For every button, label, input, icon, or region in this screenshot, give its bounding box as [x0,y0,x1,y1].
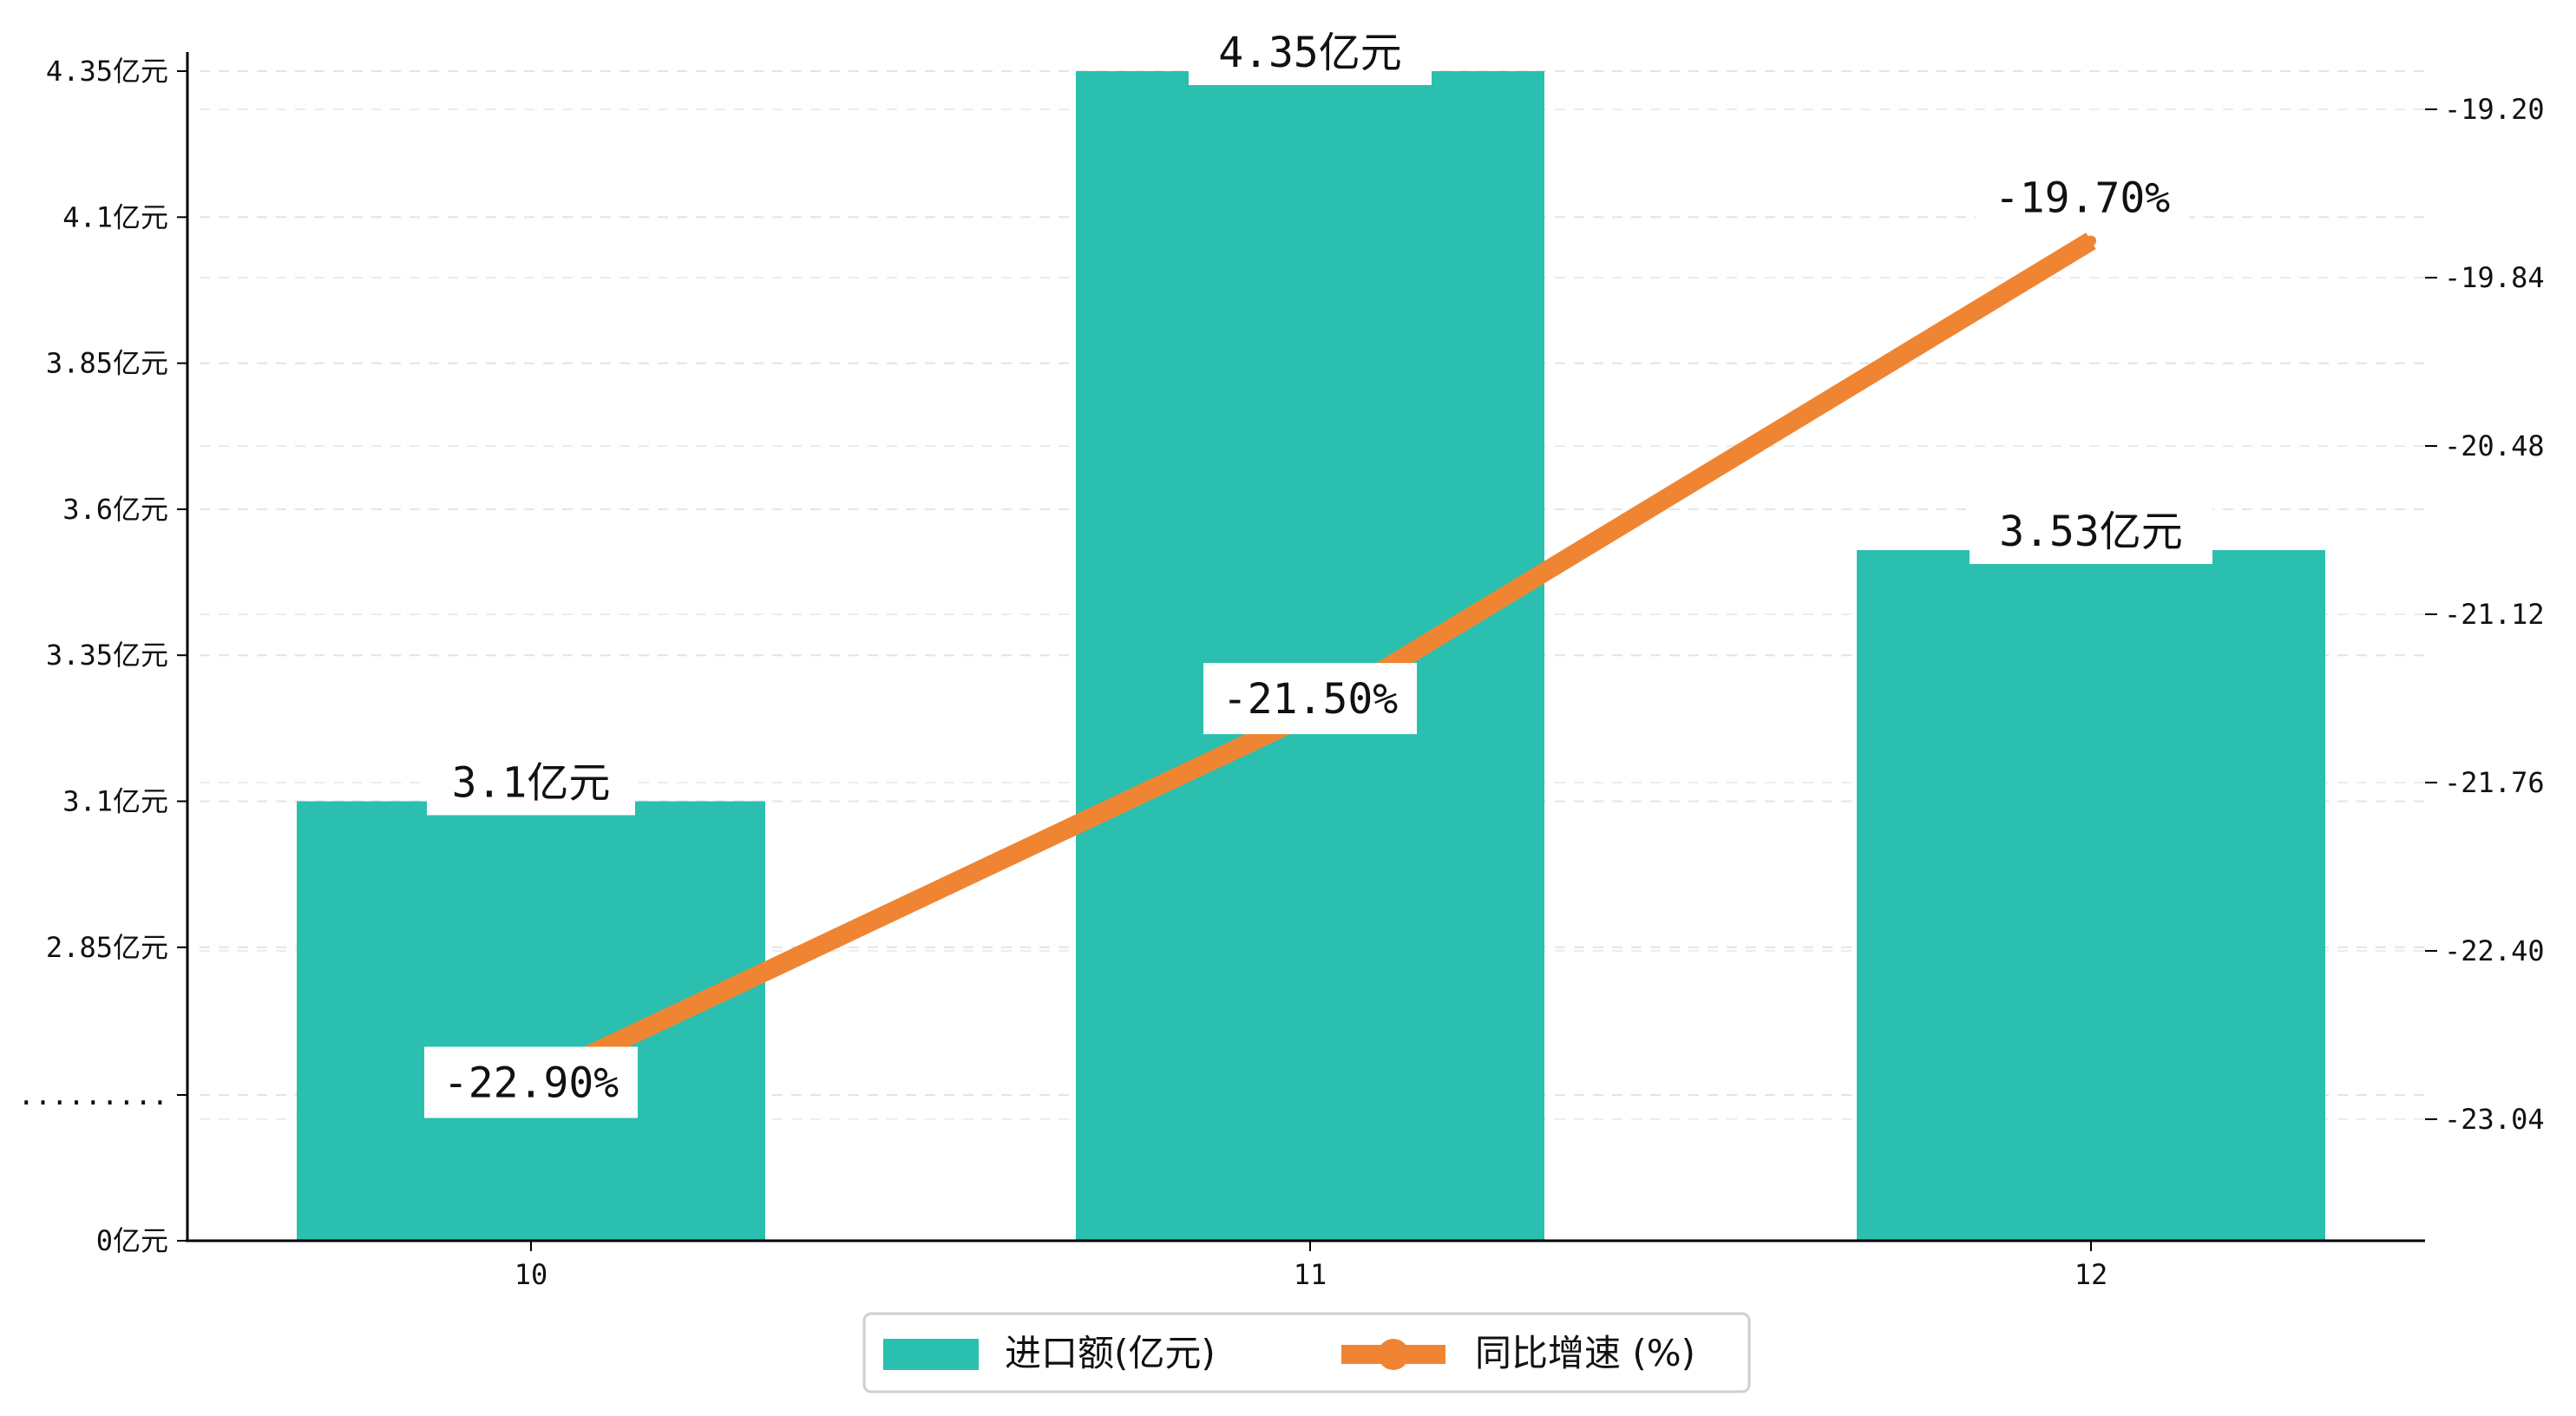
data-labels: 3.1亿元 4.35亿元 3.53亿元 -22.90% -21.50% -19.70% [424,19,2212,1118]
y-right-tick-label: -22.40 [2444,934,2545,967]
y-left-tick-label: 3.85亿元 [46,347,168,380]
y-left-tick-label: 2.85亿元 [46,931,168,964]
y-left-tick-label: 4.35亿元 [46,55,168,88]
x-tick-label: 10 [515,1258,548,1291]
y-right-tick-label: -21.76 [2444,766,2545,799]
line-value-label: -21.50% [1222,675,1398,724]
x-tick-label: 11 [1294,1258,1327,1291]
legend-label-line: 同比增速 (%) [1475,1332,1695,1374]
bar-value-label-box [1970,498,2212,565]
y-left-tick-label: 3.6亿元 [62,493,168,526]
bar-value-label: 4.35亿元 [1218,29,1402,77]
y-right-tick-label: -19.84 [2444,261,2545,294]
bar [1076,71,1544,1241]
y-left-tick-label: 3.1亿元 [62,785,168,818]
bar [297,801,765,1241]
legend-label-bar: 进口额(亿元) [1005,1332,1216,1374]
line-value-label: -22.90% [443,1059,619,1107]
line-value-label: -19.70% [1995,174,2170,223]
bar-value-label-box [427,749,635,816]
line-value-label-box [1976,161,2189,233]
y-left-tick-label: 0亿元 [96,1224,168,1257]
y-right-tick-label: -23.04 [2444,1103,2545,1136]
bar-series [297,71,2325,1241]
legend: 进口额(亿元) 同比增速 (%) [862,1312,1751,1393]
y-right-tick-label: -20.48 [2444,429,2545,462]
bar [1857,550,2325,1241]
legend-box [862,1312,1751,1393]
bar-value-label: 3.53亿元 [1999,508,2183,556]
y-left-tick-label: 3.35亿元 [46,639,168,672]
axes: 4.35亿元 4.1亿元 3.85亿元 3.6亿元 3.35亿元 3.1亿元 2.85亿元.… [18,52,2545,1291]
y-right-tick-label: -21.12 [2444,598,2545,631]
bar-value-label: 3.1亿元 [452,759,611,808]
legend-swatch-marker [1378,1339,1409,1370]
x-tick-label: 12 [2075,1258,2108,1291]
line-point [2086,235,2096,246]
legend-swatch-bar [883,1339,979,1370]
y-right-tick-label: -19.20 [2444,93,2545,126]
y-left-tick-label: ......... [18,1078,168,1111]
line-value-label-box [1203,663,1417,735]
bar-value-label-box [1189,19,1432,85]
line-value-label-box [424,1046,638,1118]
y-left-tick-label: 4.1亿元 [62,200,168,233]
